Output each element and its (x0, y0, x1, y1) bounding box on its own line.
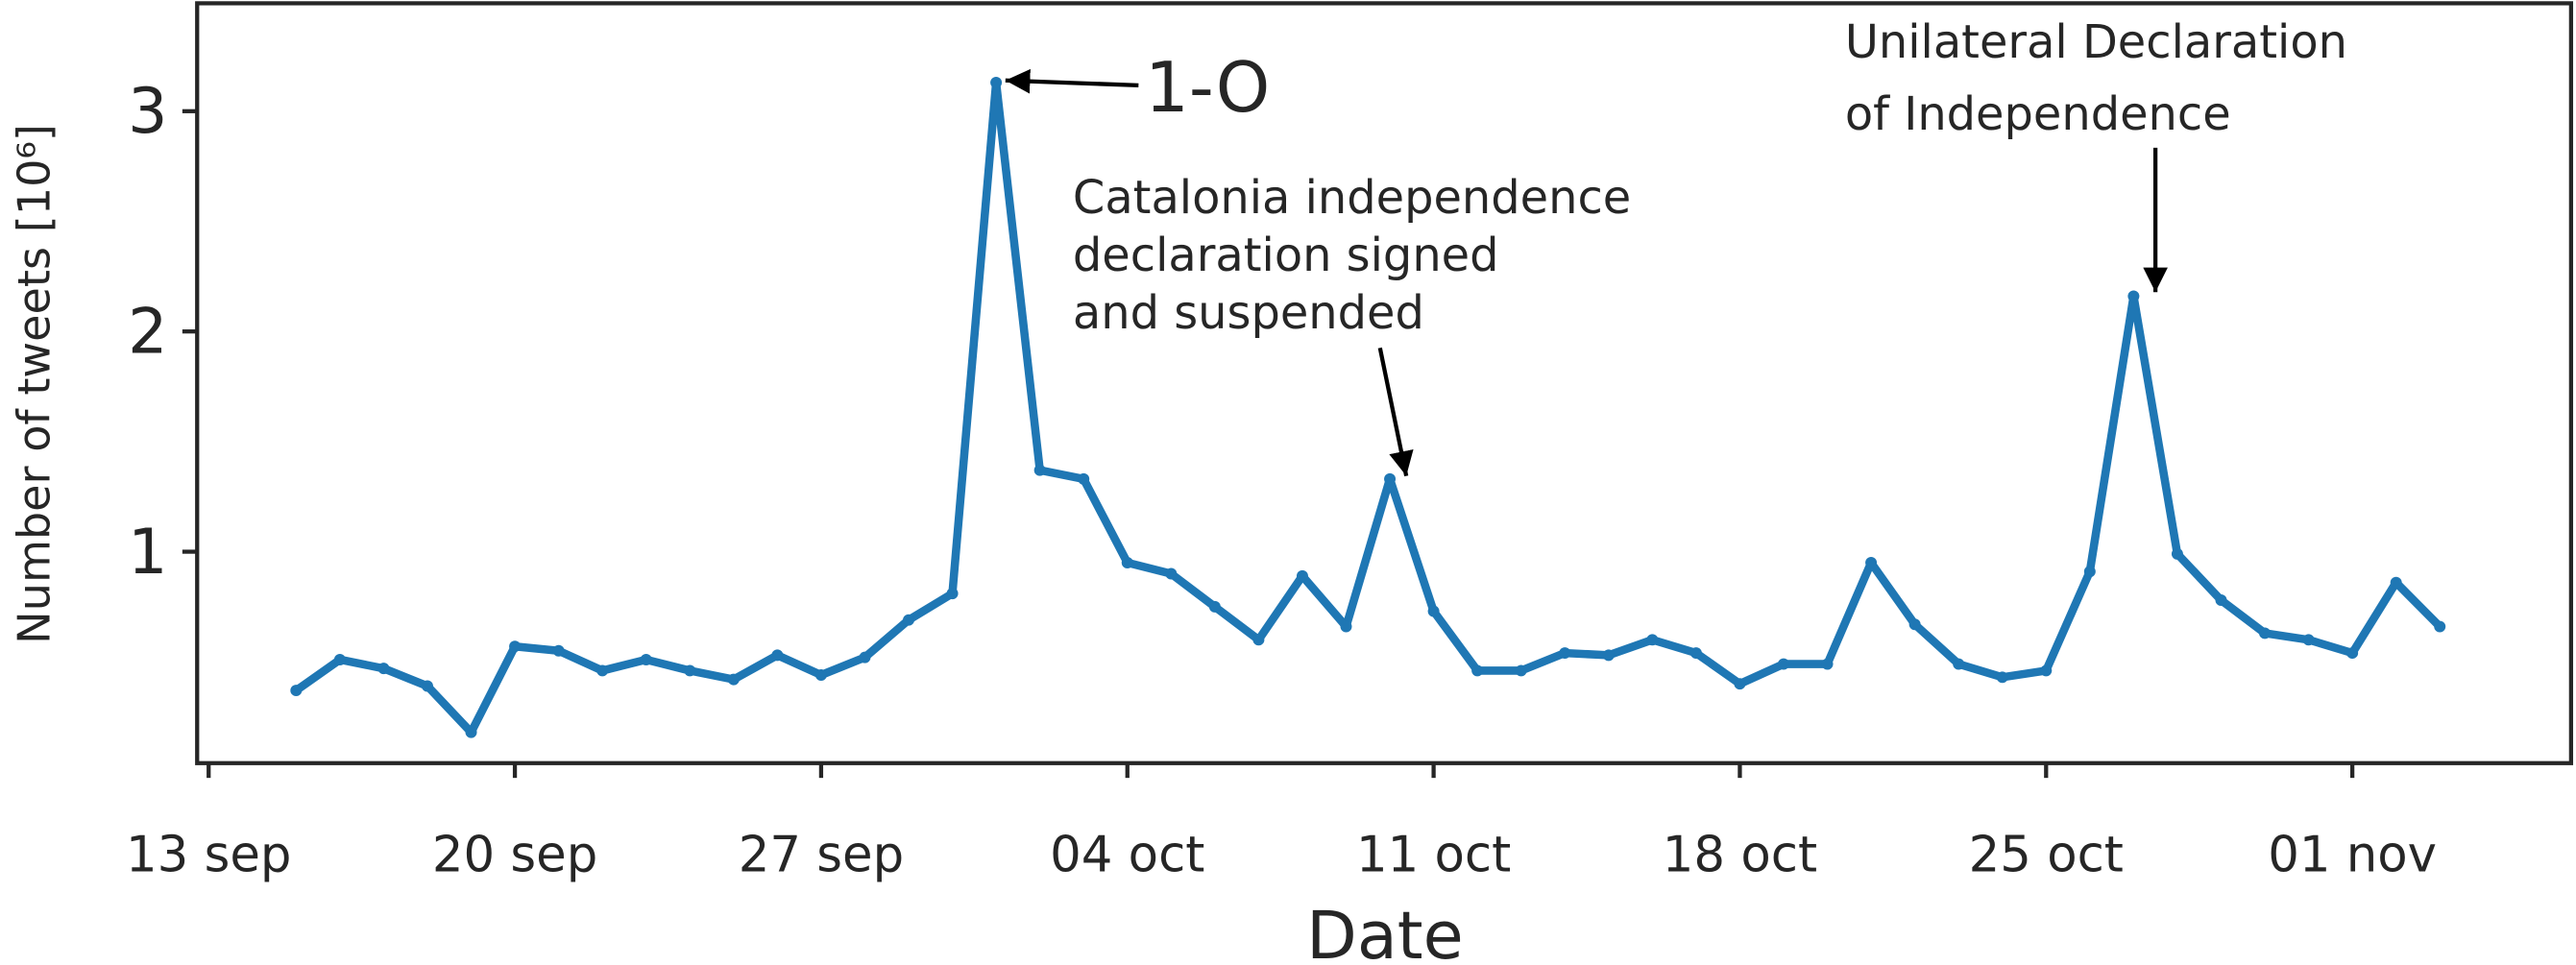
y-axis-label: Number of tweets [10⁶] (8, 124, 60, 644)
data-point (1427, 605, 1440, 617)
data-point (1384, 472, 1397, 485)
x-tick-label: 25 oct (1969, 827, 2124, 884)
data-point (2302, 634, 2315, 646)
data-point (640, 653, 652, 665)
data-point (1340, 620, 1352, 633)
annotation-arrow (1377, 347, 1414, 477)
data-point (2346, 647, 2359, 660)
data-point (1734, 678, 1746, 690)
x-axis-label: Date (1306, 899, 1463, 965)
annotation-text: declaration signed (1073, 229, 1499, 282)
data-point (2171, 547, 2183, 560)
data-point (1646, 634, 1659, 646)
x-tick-label: 01 nov (2268, 827, 2437, 884)
annotation-text: 1-O (1145, 47, 1270, 128)
data-point (684, 664, 696, 677)
data-point (596, 664, 609, 677)
x-tick-label: 13 sep (126, 827, 291, 884)
data-point (859, 651, 871, 663)
y-tick-label: 2 (128, 296, 167, 368)
data-point (1515, 664, 1527, 677)
annotation-text: Unilateral Declaration (1845, 16, 2347, 69)
data-point (2259, 627, 2272, 639)
annotation-text: of Independence (1845, 88, 2231, 141)
data-point (727, 673, 740, 686)
data-point (2040, 664, 2053, 677)
data-point (2215, 594, 2227, 607)
data-point (1033, 464, 1046, 476)
data-point (1778, 658, 1789, 670)
data-point (2083, 566, 2096, 578)
data-point (333, 653, 346, 665)
x-tick-label: 18 oct (1663, 827, 1817, 884)
data-point (1471, 664, 1484, 677)
data-point (2434, 620, 2446, 633)
data-point (1602, 649, 1615, 662)
x-tick-label: 11 oct (1356, 827, 1511, 884)
data-point (509, 640, 522, 653)
x-tick-label: 20 sep (432, 827, 597, 884)
data-point (1165, 567, 1178, 580)
data-point (1208, 600, 1221, 613)
data-point (1865, 557, 1878, 569)
y-tick-label: 3 (128, 76, 167, 148)
x-tick-label: 04 oct (1050, 827, 1204, 884)
data-point (1078, 472, 1090, 485)
data-point (1953, 658, 1965, 670)
data-point (2390, 576, 2402, 589)
data-point (1121, 557, 1133, 569)
data-point (1996, 671, 2008, 684)
data-point (421, 680, 433, 692)
data-point (290, 685, 303, 697)
data-point (1689, 647, 1702, 660)
y-tick-label: 1 (128, 517, 167, 589)
annotation-text: and suspended (1073, 287, 1424, 340)
data-point (1252, 634, 1265, 646)
data-point (946, 588, 959, 600)
x-tick-label: 27 sep (739, 827, 904, 884)
data-point (771, 649, 784, 662)
data-point (552, 644, 565, 657)
data-point (1296, 569, 1308, 582)
plot-frame (195, 1, 2574, 765)
data-point (465, 726, 477, 738)
data-point (377, 663, 390, 675)
data-point (903, 614, 914, 626)
data-point (990, 77, 1003, 88)
annotation-arrow (1005, 68, 1139, 94)
annotation-text: Catalonia independence (1073, 172, 1631, 225)
data-line (293, 78, 2443, 736)
data-point (2127, 290, 2140, 302)
data-point (1559, 647, 1571, 660)
data-point (1908, 618, 1921, 631)
data-point (1821, 658, 1834, 670)
data-point (814, 669, 827, 682)
